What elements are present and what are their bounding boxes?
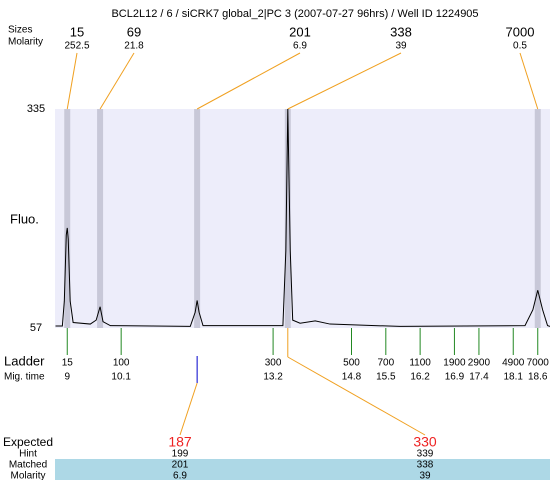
y-axis-label: Fluo.: [10, 211, 39, 226]
ladder-size: 1100: [409, 358, 431, 369]
peak-band: [64, 109, 71, 328]
peak-leader: [287, 52, 402, 110]
peak-size: 338: [390, 24, 412, 39]
ladder-time: 18.1: [504, 372, 524, 383]
ladder-time: 10.1: [111, 372, 131, 383]
trace: [55, 108, 550, 327]
expected-value: 330: [413, 434, 437, 450]
molarity-value: 39: [419, 471, 431, 480]
match-leader: [287, 356, 426, 436]
y-tick-label: 57: [30, 322, 42, 334]
match-leader: [179, 382, 198, 436]
ladder-time: 18.6: [528, 372, 548, 383]
ladder-time: 16.2: [410, 372, 430, 383]
matched-value: 201: [172, 460, 189, 471]
ladder-time: 16.9: [445, 372, 465, 383]
ladder-time: 14.8: [342, 372, 362, 383]
ladder-size: 100: [113, 358, 130, 369]
expected-label: Expected: [3, 435, 53, 449]
peak-leader: [196, 52, 301, 110]
expected-value: 187: [168, 434, 192, 450]
peak-row-label: Molarity: [8, 37, 43, 48]
peak-size: 7000: [506, 24, 535, 39]
ladder-size: 1900: [443, 358, 466, 369]
title: BCL2L12 / 6 / siCRK7 global_2|PC 3 (2007…: [111, 8, 478, 20]
ladder-size: 300: [265, 358, 282, 369]
molarity-label: Molarity: [10, 471, 45, 480]
molarity-value: 6.9: [173, 471, 187, 480]
peak-molarity: 0.5: [513, 41, 527, 52]
peak-band: [194, 109, 201, 328]
ladder-time: 17.4: [469, 372, 489, 383]
ladder-size: 700: [377, 358, 394, 369]
ladder-label: Ladder: [4, 353, 45, 368]
ladder-size: 500: [343, 358, 360, 369]
peak-leader: [66, 52, 78, 110]
matched-rows-bg: [55, 459, 550, 480]
ladder-size: 7000: [527, 358, 550, 369]
peak-band: [534, 109, 541, 328]
matched-value: 338: [417, 460, 434, 471]
peak-molarity: 6.9: [293, 41, 307, 52]
peak-molarity: 21.8: [124, 41, 144, 52]
peak-size: 69: [127, 24, 141, 39]
peak-molarity: 252.5: [64, 41, 89, 52]
ladder-size: 15: [62, 358, 74, 369]
peak-leader: [519, 52, 539, 110]
peak-leader: [99, 52, 135, 110]
hint-value: 199: [172, 449, 189, 460]
peak-band: [97, 109, 104, 328]
peak-row-label: Sizes: [8, 25, 32, 36]
peak-size: 15: [70, 24, 84, 39]
mig-time-label: Mig. time: [4, 372, 45, 383]
y-tick-label: 335: [27, 103, 45, 115]
matched-label: Matched: [9, 460, 47, 471]
peak-size: 201: [289, 24, 311, 39]
peak-band: [284, 109, 291, 328]
hint-label: Hint: [19, 449, 37, 460]
ladder-size: 4900: [502, 358, 525, 369]
hint-value: 339: [417, 449, 434, 460]
ladder-time: 13.2: [263, 372, 283, 383]
ladder-time: 15.5: [376, 372, 396, 383]
peak-molarity: 39: [395, 41, 407, 52]
plot-area: [55, 109, 550, 328]
ladder-time: 9: [64, 372, 70, 383]
ladder-size: 2900: [468, 358, 491, 369]
